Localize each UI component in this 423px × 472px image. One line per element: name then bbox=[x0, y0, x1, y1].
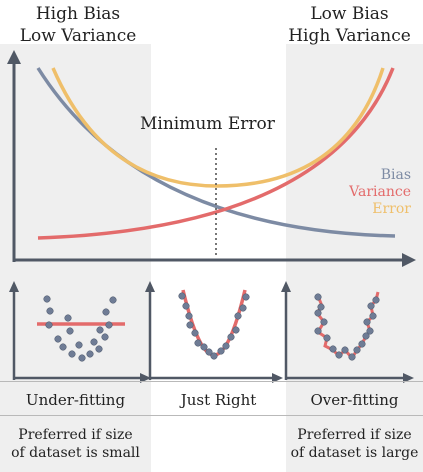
large-dataset-note: Preferred if size of dataset is large bbox=[286, 426, 423, 462]
title-left-line2: Low Variance bbox=[19, 26, 137, 46]
title-right-line1: Low Bias bbox=[310, 4, 389, 24]
small-dataset-note: Preferred if size of dataset is small bbox=[0, 426, 151, 462]
variance-curve bbox=[37, 67, 395, 240]
title-left-line1: High Bias bbox=[35, 4, 121, 24]
note-right-line2: of dataset is large bbox=[290, 445, 419, 461]
low-bias-high-variance-title: Low Bias High Variance bbox=[276, 3, 423, 47]
divider-bottom bbox=[0, 415, 423, 416]
minimum-error-label: Minimum Error bbox=[140, 114, 275, 134]
over-fitting-axes bbox=[281, 281, 414, 383]
high-variance-region bbox=[286, 44, 423, 472]
legend-bias: Bias bbox=[380, 167, 411, 183]
just-right-points bbox=[178, 292, 250, 360]
under-fitting-axes bbox=[9, 281, 151, 383]
legend-error: Error bbox=[372, 201, 411, 217]
high-bias-low-variance-title: High Bias Low Variance bbox=[0, 3, 156, 47]
error-curve bbox=[51, 67, 385, 188]
under-fitting-points bbox=[43, 295, 117, 362]
just-right-label: Just Right bbox=[180, 391, 257, 409]
just-right-axes bbox=[145, 281, 283, 383]
note-right-line1: Preferred if size bbox=[297, 427, 412, 443]
divider-top bbox=[0, 381, 423, 382]
main-y-axis-arrow bbox=[7, 50, 21, 64]
legend: Bias Variance Error bbox=[349, 167, 411, 218]
over-fitting-points bbox=[314, 293, 380, 361]
legend-variance: Variance bbox=[349, 184, 411, 200]
title-right-line2: High Variance bbox=[288, 26, 411, 46]
over-fitting-label: Over-fitting bbox=[310, 391, 399, 409]
note-left-line2: of dataset is small bbox=[11, 445, 140, 461]
main-x-axis-arrow bbox=[402, 253, 416, 267]
bias-curve bbox=[36, 67, 396, 238]
note-left-line1: Preferred if size bbox=[18, 427, 133, 443]
under-fitting-label: Under-fitting bbox=[25, 391, 126, 409]
